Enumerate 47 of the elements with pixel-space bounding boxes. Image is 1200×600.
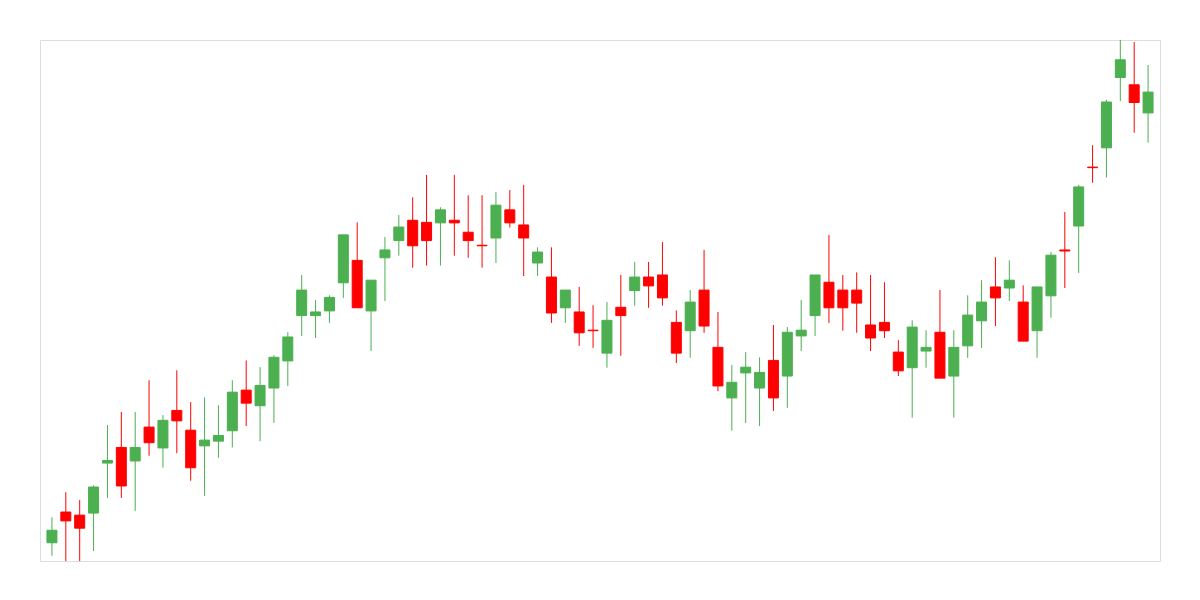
candlestick (643, 261, 655, 309)
candlestick (282, 331, 294, 387)
candlestick (240, 359, 252, 427)
candlestick (740, 351, 752, 424)
candlestick (393, 214, 405, 257)
candlestick (504, 189, 516, 229)
candlestick (74, 499, 86, 562)
candlestick (726, 364, 738, 432)
candlestick (101, 424, 113, 499)
candlestick (1059, 211, 1071, 289)
candlestick (920, 329, 932, 369)
candlestick (573, 286, 585, 347)
candlestick (199, 396, 211, 497)
candlestick (629, 261, 641, 307)
candlestick (434, 206, 446, 267)
candlestick (323, 294, 335, 324)
candlestick (878, 281, 890, 339)
candlestick (795, 299, 807, 352)
candlestick (532, 246, 544, 277)
candlestick (421, 174, 433, 267)
candlestick (656, 241, 668, 307)
candlestick (976, 279, 988, 349)
candlestick (129, 411, 141, 512)
candlestick (143, 379, 155, 457)
candlestick (865, 274, 877, 352)
candlestick (171, 369, 183, 454)
candlestick (1114, 39, 1126, 102)
candlestick (518, 184, 530, 277)
candlestick (379, 236, 391, 302)
candlestick (1003, 259, 1015, 302)
candlestick (754, 356, 766, 427)
candlestick (989, 256, 1001, 327)
candlestick (892, 339, 904, 377)
candlestick (1087, 144, 1099, 184)
candlestick (1128, 41, 1140, 134)
candlestick (310, 299, 322, 339)
candlestick (1142, 64, 1154, 144)
candlestick (615, 274, 627, 357)
candlestick (448, 174, 460, 257)
candlestick (851, 271, 863, 334)
candlestick (212, 404, 224, 459)
candlestick (254, 366, 266, 442)
candlestick (60, 491, 72, 562)
candlestick (559, 289, 571, 324)
candlestick (837, 274, 849, 332)
candlestick (462, 194, 474, 259)
candlestick (46, 516, 58, 557)
